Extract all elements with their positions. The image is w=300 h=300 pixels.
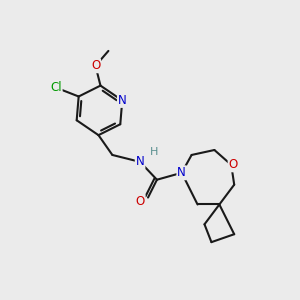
Text: O: O — [229, 158, 238, 171]
Text: N: N — [136, 155, 145, 168]
Text: N: N — [177, 166, 186, 179]
Text: Cl: Cl — [50, 81, 62, 94]
Text: O: O — [136, 195, 145, 208]
Text: H: H — [150, 147, 158, 157]
Text: O: O — [91, 59, 100, 72]
Text: N: N — [118, 94, 127, 107]
